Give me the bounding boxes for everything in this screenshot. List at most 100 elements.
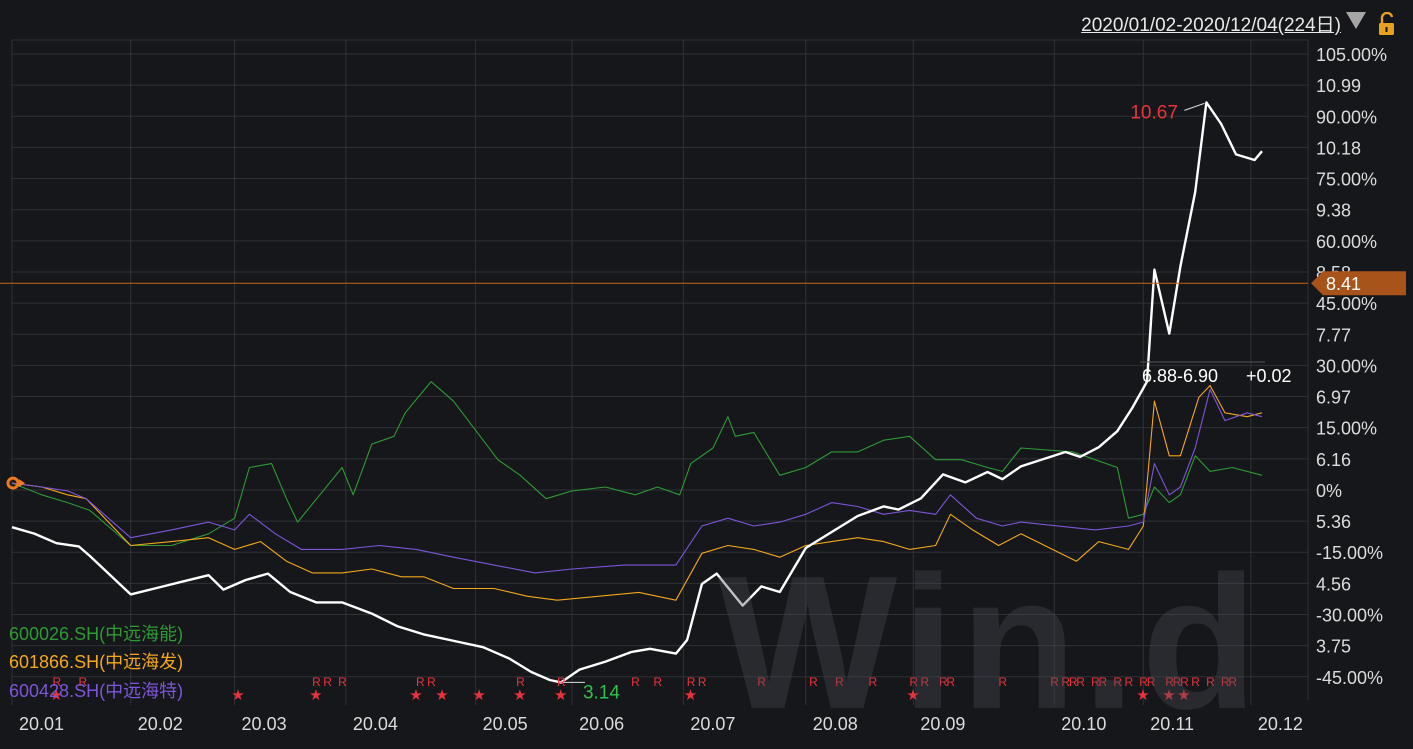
event-marker-star: ★: [1177, 686, 1190, 704]
lock-icon[interactable]: [1376, 12, 1398, 36]
y-tick-label: 4.56: [1316, 574, 1351, 594]
x-tick-label: 20.05: [483, 714, 528, 734]
y-tick-label: 6.97: [1316, 388, 1351, 408]
max-pointer: [1184, 102, 1205, 111]
cursor-price-label: 8.41: [1326, 274, 1361, 294]
x-tick-label: 20.10: [1061, 714, 1106, 734]
event-marker-star: ★: [1136, 686, 1149, 704]
event-marker-r: R: [323, 675, 332, 689]
main-price-line: [11, 101, 1263, 684]
series-start-marker: [6, 476, 20, 490]
event-marker-r: R: [809, 675, 818, 689]
event-marker-r: R: [1221, 675, 1230, 689]
x-tick-label: 20.06: [579, 714, 624, 734]
event-marker-r: R: [427, 675, 436, 689]
event-marker-star: ★: [513, 686, 526, 704]
x-tick-label: 20.09: [920, 714, 965, 734]
event-marker-r: R: [869, 675, 878, 689]
event-marker-r: R: [1180, 675, 1189, 689]
event-marker-star: ★: [472, 686, 485, 704]
date-range-selector[interactable]: 2020/01/02-2020/12/04(224日): [1081, 15, 1341, 36]
event-marker-r: R: [1099, 675, 1108, 689]
event-marker-r: R: [1206, 675, 1215, 689]
event-marker-r: R: [757, 675, 766, 689]
cursor-price-tag: [1311, 271, 1406, 296]
max-value-label: 10.67: [1130, 102, 1178, 123]
y-tick-label: 105.00%: [1316, 45, 1387, 65]
min-value-label: 3.14: [583, 682, 620, 703]
x-tick-label: 20.03: [242, 714, 287, 734]
event-marker-r: R: [939, 675, 948, 689]
comparison-series-line: [11, 384, 1263, 601]
event-marker-r: R: [1147, 675, 1156, 689]
y-tick-label: 30.00%: [1316, 356, 1377, 376]
legend-item-601866[interactable]: 601866.SH(中远海发): [9, 652, 184, 672]
x-tick-label: 20.12: [1258, 714, 1303, 734]
event-marker-r: R: [920, 675, 929, 689]
event-marker-r: R: [1061, 675, 1070, 689]
event-marker-r: R: [835, 675, 844, 689]
y-tick-label: 45.00%: [1316, 294, 1377, 314]
event-marker-star: ★: [309, 686, 322, 704]
event-marker-r: R: [1069, 675, 1078, 689]
event-marker-r: R: [1191, 675, 1200, 689]
event-marker-r: R: [1173, 675, 1182, 689]
event-marker-star: ★: [231, 686, 244, 704]
legend-item-600428[interactable]: 600428.SH(中远海特): [9, 681, 184, 701]
event-marker-r: R: [1091, 675, 1100, 689]
y-tick-label: -45.00%: [1316, 668, 1383, 688]
event-marker-star: ★: [554, 686, 567, 704]
event-marker-r: R: [998, 675, 1007, 689]
event-markers: R R R R R R R R R R R R R R R R R R R RR R R RRR RR R R RR RRR R R RR★…: [6, 102, 1265, 704]
event-marker-r: R: [1113, 675, 1122, 689]
event-marker-r: R: [687, 675, 696, 689]
series-start-arrow: [19, 479, 25, 488]
event-marker-star: ★: [906, 686, 919, 704]
legend-item-600026[interactable]: 600026.SH(中远海能): [9, 624, 184, 644]
event-marker-r: R: [909, 675, 918, 689]
dropdown-arrow-icon[interactable]: [1346, 12, 1366, 29]
event-marker-star: ★: [1162, 686, 1175, 704]
event-marker-r: R: [1165, 675, 1174, 689]
x-tick-label: 20.02: [138, 714, 183, 734]
comparison-series-line: [11, 381, 1263, 547]
event-marker-r: R: [653, 675, 662, 689]
y-tick-label: 9.38: [1316, 201, 1351, 221]
event-marker-r: R: [53, 675, 62, 689]
event-marker-star: ★: [50, 686, 63, 704]
series-lines: [0, 101, 1308, 684]
y-tick-label: 75.00%: [1316, 170, 1377, 190]
y-tick-label: 6.16: [1316, 450, 1351, 470]
event-marker-r: R: [1139, 675, 1148, 689]
y-tick-label: 7.77: [1316, 325, 1351, 345]
y-tick-label: 0%: [1316, 481, 1342, 501]
event-marker-r: R: [631, 675, 640, 689]
y-tick-label: 3.75: [1316, 637, 1351, 657]
y-tick-label: 10.99: [1316, 76, 1361, 96]
event-marker-r: R: [557, 675, 566, 689]
x-tick-label: 20.07: [690, 714, 735, 734]
interval-range-label: 6.88-6.90: [1142, 366, 1218, 386]
event-marker-star: ★: [409, 686, 422, 704]
event-marker-r: R: [698, 675, 707, 689]
event-marker-r: R: [1124, 675, 1133, 689]
y-tick-label: 5.36: [1316, 512, 1351, 532]
y-tick-label: -30.00%: [1316, 606, 1383, 626]
x-tick-label: 20.08: [813, 714, 858, 734]
event-marker-r: R: [338, 675, 347, 689]
event-marker-r: R: [516, 675, 525, 689]
event-marker-r: R: [1050, 675, 1059, 689]
event-marker-r: R: [1076, 675, 1085, 689]
y-tick-label: 15.00%: [1316, 419, 1377, 439]
event-marker-r: R: [78, 675, 87, 689]
event-marker-star: ★: [684, 686, 697, 704]
event-marker-star: ★: [435, 686, 448, 704]
event-marker-r: R: [416, 675, 425, 689]
x-tick-label: 20.04: [353, 714, 398, 734]
event-marker-r: R: [1228, 675, 1237, 689]
watermark-logo: Win.d: [718, 537, 1264, 749]
event-marker-r: R: [312, 675, 321, 689]
y-tick-label: -15.00%: [1316, 543, 1383, 563]
comparison-series-line: [11, 388, 1263, 574]
